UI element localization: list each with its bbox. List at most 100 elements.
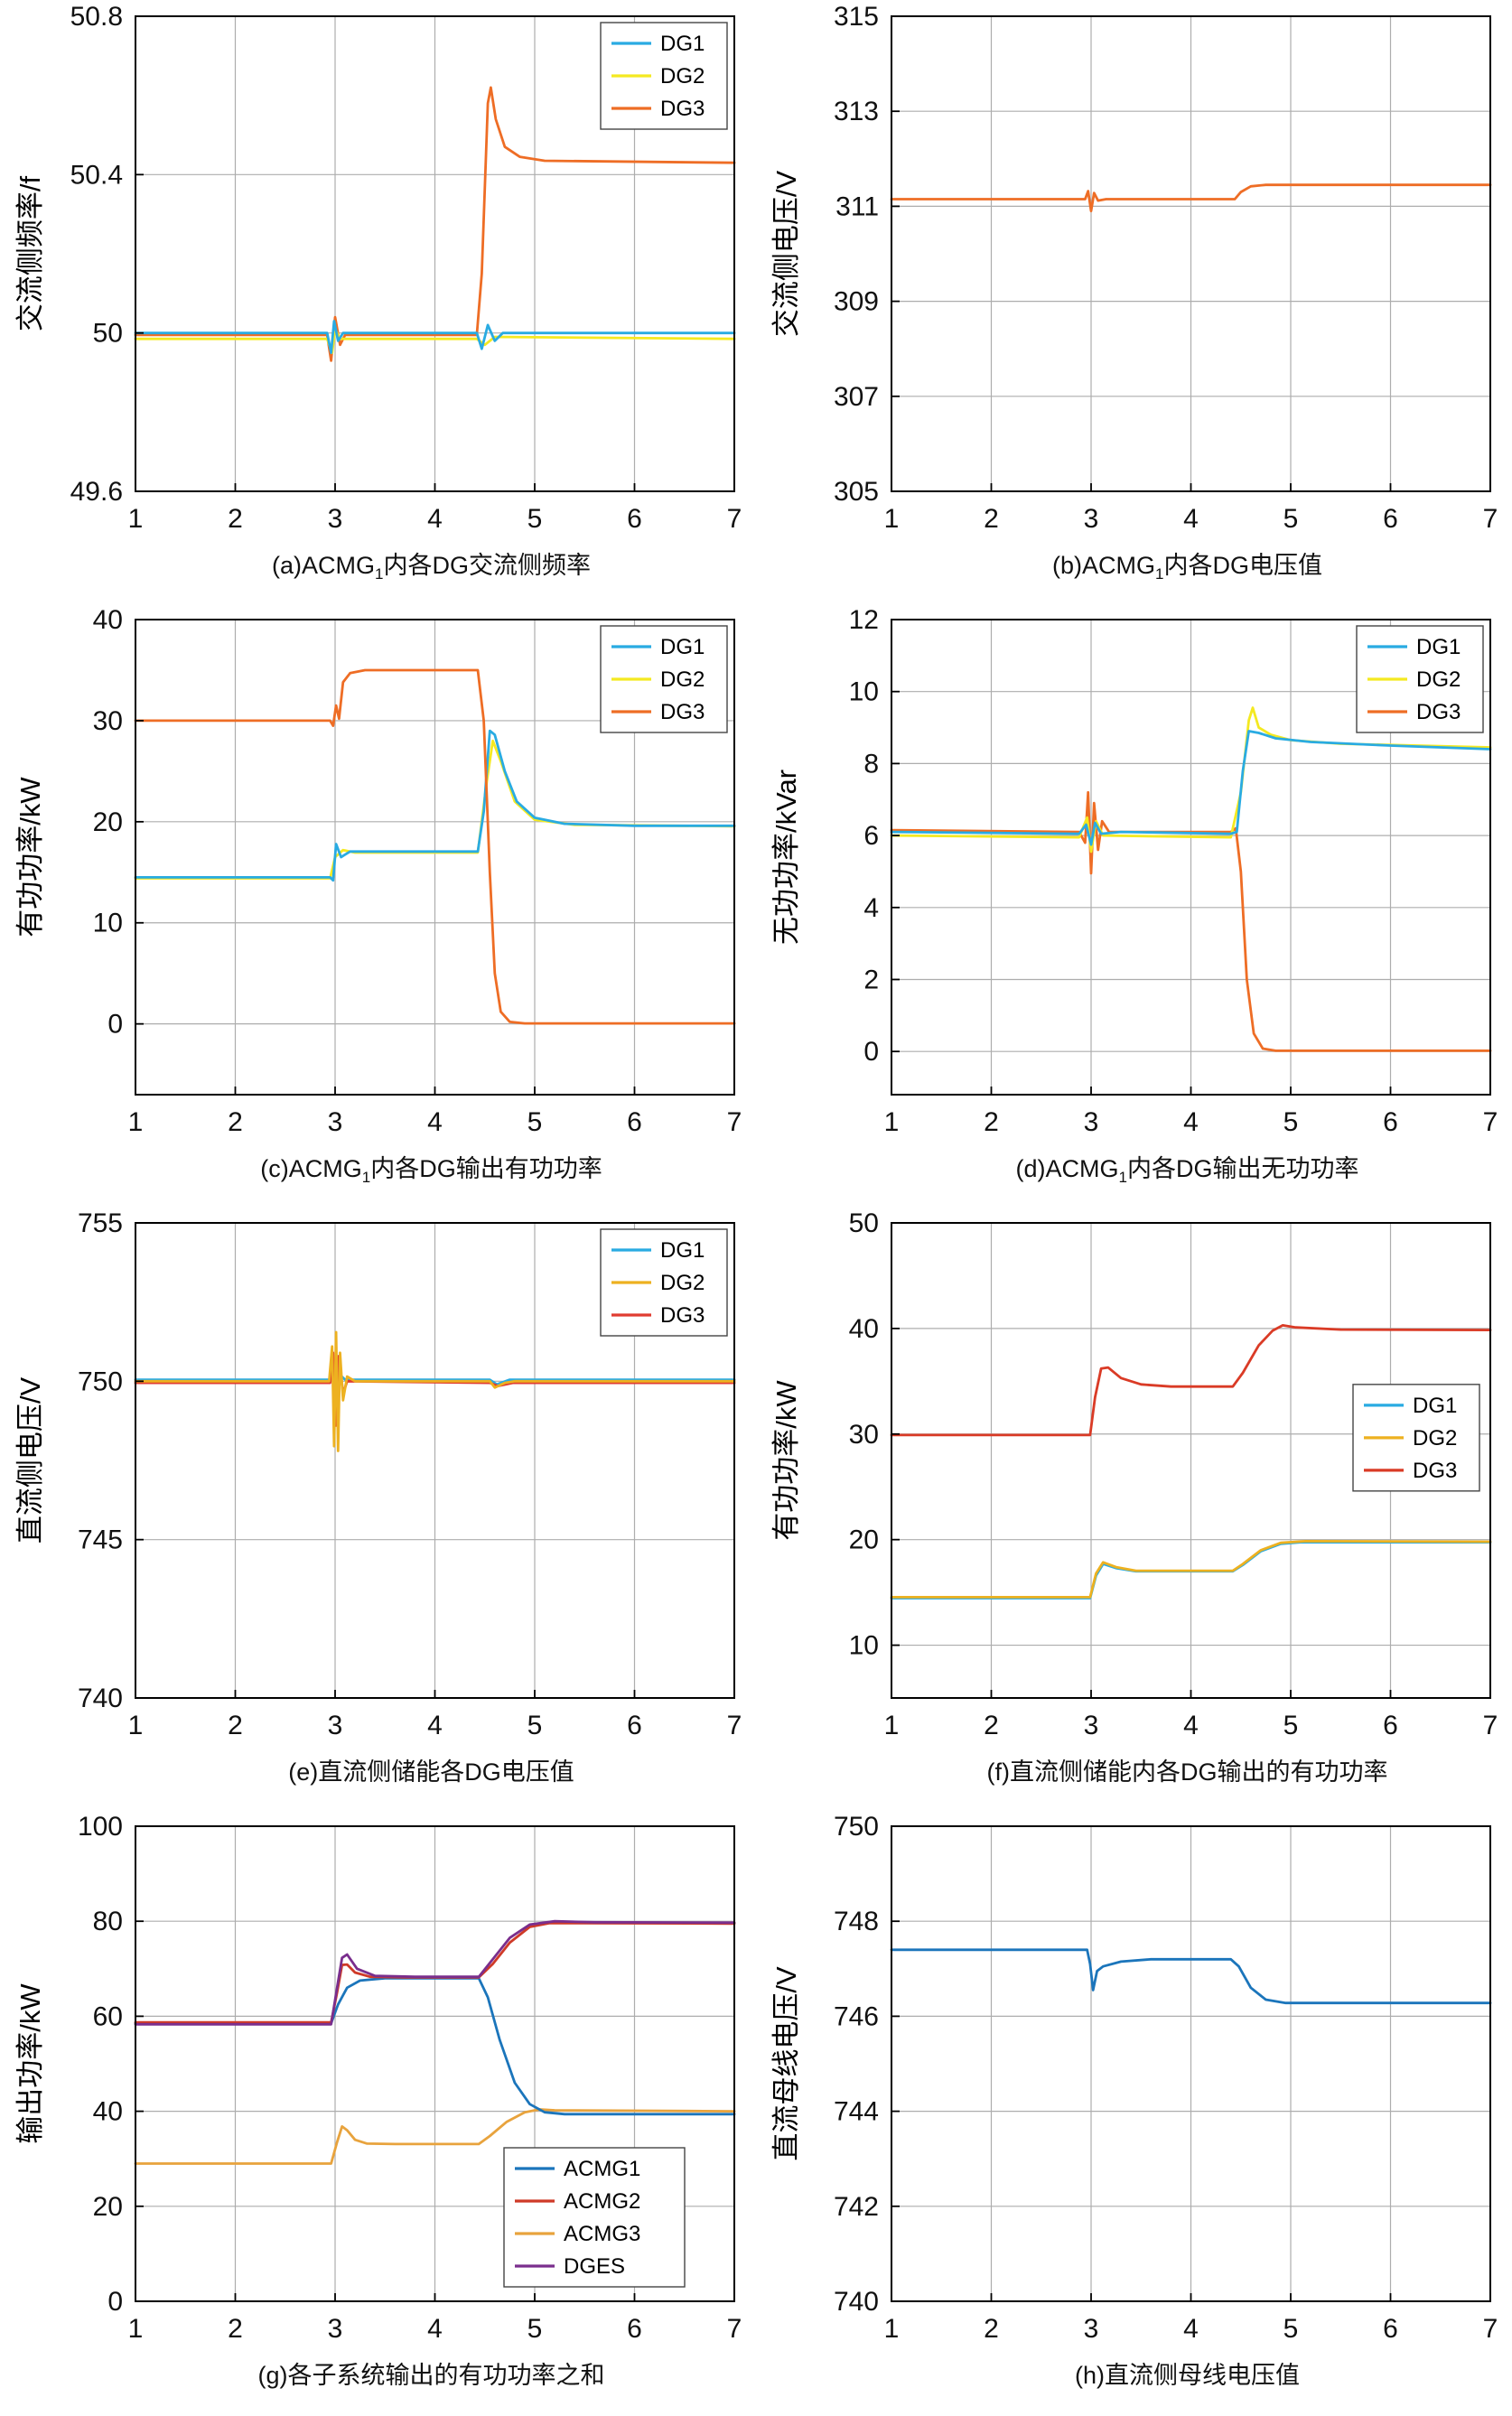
y-tick-label: 40 (93, 2097, 123, 2127)
legend-label: ACMG3 (564, 2222, 640, 2246)
legend-box (503, 2147, 686, 2288)
series-line-DG2 (890, 1539, 1492, 1599)
chart-b-cell: 1 2 3 4 5 6 7 305 307 309 311 313 315 交流侧电压/V (b)ACMG… (756, 2, 1512, 605)
caption-prefix: (d)ACMG (1015, 1155, 1119, 1182)
y-tick-label: 20 (93, 807, 123, 837)
chart-a-caption: (a)ACMG1内各DG交流侧频率 (0, 546, 756, 583)
chart-f-caption: (f)直流侧储能内各DG输出的有功功率 (756, 1752, 1512, 1790)
x-tick-label: 6 (1383, 504, 1398, 534)
x-tick-label: 4 (427, 2314, 443, 2344)
legend-label: DG1 (660, 32, 705, 56)
x-tick-label: 2 (228, 1107, 243, 1137)
x-tick-label: 2 (984, 1107, 999, 1137)
chart-c-cell: 1 2 3 4 5 6 7 0 10 20 30 40 有功功率/kW DG1 DG2 DG3 (c)ACMG… (0, 605, 756, 1208)
series-line-DG3 (890, 183, 1492, 213)
y-tick-label: 748 (834, 1907, 879, 1936)
caption-subscript: 1 (361, 1169, 371, 1186)
x-tick-label: 3 (1084, 504, 1099, 534)
y-tick-label: 750 (834, 1812, 879, 1842)
y-tick-label: 30 (93, 706, 123, 736)
y-tick-label: 309 (834, 287, 879, 317)
x-tick-label: 4 (1183, 1711, 1199, 1740)
y-tick-label: 40 (849, 1314, 879, 1344)
series-line-DG2 (134, 1330, 736, 1452)
x-tick-label: 1 (128, 2314, 144, 2344)
y-tick-label: 740 (834, 2287, 879, 2317)
caption-suffix: 内各DG输出无功功率 (1126, 1155, 1359, 1182)
series-line-DG1 (134, 320, 736, 355)
x-tick-label: 7 (1483, 504, 1498, 534)
x-tick-label: 3 (328, 504, 343, 534)
y-tick-label: 50.4 (70, 160, 123, 190)
caption-subscript: 1 (1155, 565, 1164, 583)
y-tick-label: 6 (863, 821, 879, 851)
series-line-ACMG1 (134, 1976, 736, 2116)
x-tick-label: 6 (627, 1107, 642, 1137)
y-tick-label: 0 (107, 2287, 123, 2317)
series-line-DG1 (890, 730, 1492, 846)
y-tick-label: 20 (93, 2192, 123, 2222)
series-line-ACMG3 (134, 2108, 736, 2165)
series-line-Udc (890, 1948, 1492, 2005)
caption-subscript: 1 (1118, 1169, 1127, 1186)
caption-prefix: (b)ACMG (1052, 552, 1156, 579)
y-tick-label: 742 (834, 2192, 879, 2222)
y-tick-label: 80 (93, 1907, 123, 1936)
y-tick-label: 40 (93, 605, 123, 635)
x-tick-label: 1 (128, 1107, 144, 1137)
x-tick-label: 7 (727, 504, 742, 534)
y-tick-label: 12 (849, 605, 879, 635)
caption-suffix: 内各DG交流侧频率 (383, 552, 591, 579)
caption-subscript: 1 (375, 565, 384, 583)
legend-label: ACMG2 (564, 2189, 640, 2214)
x-tick-label: 7 (1483, 2314, 1498, 2344)
x-tick-label: 5 (1283, 1107, 1299, 1137)
y-tick-label: 10 (849, 677, 879, 707)
x-tick-label: 7 (1483, 1711, 1498, 1740)
y-tick-label: 750 (78, 1367, 123, 1396)
series-line-DG3 (134, 668, 736, 1025)
y-axis-title: 交流侧频率/f (14, 176, 46, 332)
chart-a-canvas: 1 2 3 4 5 6 7 49.6 50 50.4 50.8 交流侧频率/f DG1 DG2 DG3 (14, 2, 742, 534)
x-tick-label: 6 (627, 1711, 642, 1740)
series-line-DG3 (890, 1323, 1492, 1437)
y-tick-label: 745 (78, 1525, 123, 1555)
y-axis-title: 直流侧电压/V (14, 1377, 46, 1544)
x-tick-label: 1 (884, 1107, 900, 1137)
legend-label: DG3 (660, 97, 705, 121)
y-tick-label: 50 (849, 1208, 879, 1238)
legend-label: DG2 (660, 667, 705, 692)
x-tick-label: 6 (627, 504, 642, 534)
chart-h-canvas: 1 2 3 4 5 6 7 740 742 744 746 748 750 直流母线电压/V (770, 1812, 1498, 2344)
x-tick-label: 3 (1084, 1711, 1099, 1740)
x-tick-label: 7 (727, 1107, 742, 1137)
caption-prefix: (a)ACMG (272, 552, 376, 579)
x-tick-label: 2 (984, 504, 999, 534)
x-tick-label: 1 (884, 504, 900, 534)
x-tick-label: 7 (1483, 1107, 1498, 1137)
legend-label: DG1 (660, 635, 705, 659)
legend-label: DG3 (660, 1303, 705, 1328)
x-tick-label: 5 (1283, 2314, 1299, 2344)
y-tick-label: 307 (834, 382, 879, 412)
caption-prefix: (h)直流侧母线电压值 (1075, 2362, 1300, 2389)
x-tick-label: 2 (228, 504, 243, 534)
x-tick-label: 1 (128, 504, 144, 534)
chart-f-canvas: 1 2 3 4 5 6 7 10 20 30 40 50 有功功率/kW DG1 DG2 DG3 (770, 1208, 1498, 1740)
x-tick-label: 1 (128, 1711, 144, 1740)
y-tick-label: 100 (78, 1812, 123, 1842)
chart-g-canvas: 1 2 3 4 5 6 7 0 20 40 60 80 100 输出功率/kW ACMG1 ACMG2 ACMG… (14, 1812, 742, 2344)
legend-label: DG3 (660, 700, 705, 724)
x-tick-label: 5 (527, 2314, 543, 2344)
y-tick-label: 4 (863, 893, 879, 923)
x-tick-label: 3 (1084, 2314, 1099, 2344)
y-tick-label: 305 (834, 477, 879, 507)
y-axis-title: 有功功率/kW (770, 1380, 802, 1541)
x-tick-label: 4 (427, 1107, 443, 1137)
chart-e-cell: 1 2 3 4 5 6 7 740 745 750 755 直流侧电压/V DG1 DG2 DG3 (e)直… (0, 1208, 756, 1812)
x-tick-label: 5 (1283, 1711, 1299, 1740)
caption-prefix: (g)各子系统输出的有功功率之和 (257, 2362, 605, 2389)
chart-e-caption: (e)直流侧储能各DG电压值 (0, 1752, 756, 1790)
x-tick-label: 2 (228, 1711, 243, 1740)
